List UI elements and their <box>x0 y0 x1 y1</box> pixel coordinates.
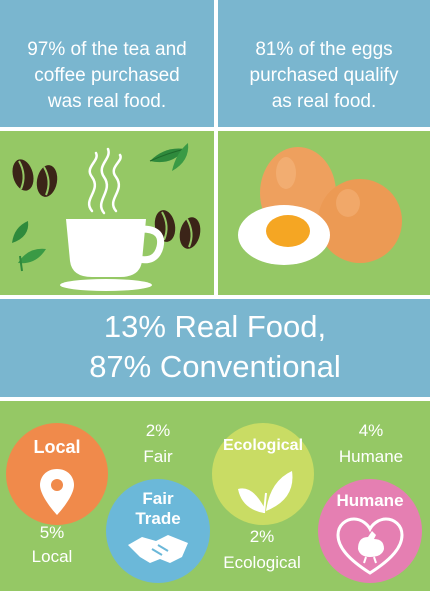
banner-conventional: 87% Conventional <box>89 349 341 384</box>
tea-coffee-stat-line-2: coffee purchased <box>34 65 180 86</box>
ecological-label: Ecological <box>223 553 301 572</box>
local-label: Local <box>31 547 73 566</box>
ecological-pct: 2% <box>249 527 275 546</box>
chicken-heart-icon <box>336 517 404 575</box>
local-badge: Local <box>6 423 108 525</box>
egg-icon <box>318 179 402 263</box>
tea-leaf-icon <box>12 221 46 272</box>
steam-icon <box>87 147 122 215</box>
fair-trade-badge: Fair Trade <box>106 479 210 583</box>
humane-label: Humane <box>338 447 404 466</box>
coffee-tea-illustration <box>12 143 201 291</box>
eggs-stat-line-3: as real food. <box>271 91 377 112</box>
coffee-bean-icon <box>36 165 58 197</box>
humane-badge: Humane <box>318 479 422 583</box>
fair-trade-badge-title-2: Trade <box>135 509 181 528</box>
local-pct: 5% <box>39 523 65 542</box>
tea-coffee-stat-line-1: 97% of the tea and <box>27 39 187 60</box>
eggs-stat-line-2: purchased qualify <box>249 65 399 86</box>
tea-coffee-stat-line-3: was real food. <box>47 91 167 112</box>
coffee-bean-icon <box>12 159 34 191</box>
eggs-stat-panel: 81% of the eggs purchased qualify as rea… <box>218 0 430 127</box>
humane-pct: 4% <box>358 421 384 440</box>
leaf-icon <box>238 471 293 514</box>
humane-badge-title: Humane <box>336 491 404 510</box>
tea-coffee-stat-panel: 97% of the tea and coffee purchased was … <box>0 0 214 127</box>
eggs-illustration <box>238 147 402 265</box>
banner-real-food: 13% Real Food, <box>103 309 327 344</box>
coffee-bean-icon <box>179 217 201 249</box>
fair-label: Fair <box>143 447 173 466</box>
fair-pct: 2% <box>145 421 171 440</box>
coffee-illustration-panel <box>0 131 214 295</box>
location-pin-icon <box>40 469 74 515</box>
coffee-cup-icon <box>60 219 165 291</box>
categories-panel: Local 5% Local 2% Fair Fair Trade Ecolog… <box>0 401 430 591</box>
eggs-stat-line-1: 81% of the eggs <box>255 39 393 60</box>
tea-leaf-icon <box>149 143 189 171</box>
local-badge-title: Local <box>33 437 81 457</box>
ecological-badge: Ecological <box>212 423 314 525</box>
fair-trade-badge-title-1: Fair <box>142 489 174 508</box>
eggs-illustration-panel <box>218 131 430 295</box>
summary-banner: 13% Real Food, 87% Conventional <box>0 299 430 397</box>
ecological-badge-title: Ecological <box>222 437 304 454</box>
coffee-bean-icon <box>154 210 176 242</box>
handshake-icon <box>128 535 188 563</box>
boiled-egg-half-icon <box>238 205 330 265</box>
